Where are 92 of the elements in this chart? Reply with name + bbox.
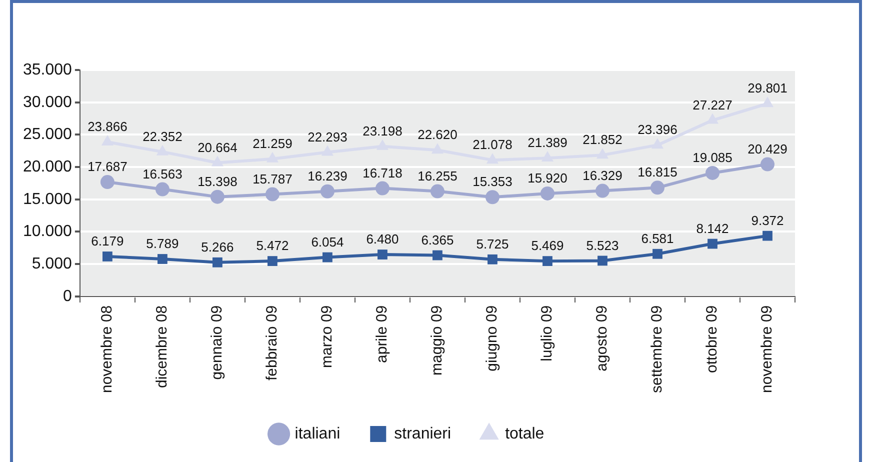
data-label: 6.480 [366,232,399,247]
data-label: 17.687 [88,159,128,174]
point [320,184,334,198]
point [432,250,442,260]
data-label: 5.266 [201,239,234,254]
point [650,180,664,195]
data-label: 21.078 [472,137,512,152]
data-label: 22.620 [418,127,458,142]
point [375,181,390,196]
legend-label: totale [505,425,544,442]
y-tick-label: 25.000 [23,126,72,144]
point [760,157,774,172]
data-label: 19.085 [692,150,732,166]
data-label: 20.429 [748,141,788,156]
point [595,184,610,198]
x-tick-label: settembre 09 [648,305,666,393]
y-tick-label: 5.000 [32,256,72,273]
data-label: 9.372 [751,212,784,228]
y-tick-label: 20.000 [23,158,72,176]
point [322,252,332,262]
x-tick-label: agosto 09 [594,305,611,372]
point [268,256,278,266]
data-label: 22.293 [308,129,348,144]
data-label: 23.198 [362,123,402,138]
point [101,135,114,146]
x-tick-label: luglio 09 [538,305,556,362]
point [762,230,772,241]
point [761,96,774,108]
point [211,156,224,166]
legend-label: stranieri [394,425,452,442]
data-label: 16.815 [638,164,678,180]
y-tick-label: 0 [63,288,72,305]
point [540,186,554,200]
data-label: 23.396 [638,122,678,138]
data-label: 15.398 [198,174,238,189]
data-label: 16.329 [582,168,622,183]
data-label: 5.469 [531,238,564,254]
point [155,182,170,196]
data-label: 20.664 [198,140,238,155]
y-tick-label: 30.000 [23,94,72,111]
data-label: 6.054 [311,234,344,250]
data-label: 21.389 [528,135,568,150]
point [157,254,168,264]
x-tick-label: gennaio 09 [208,305,226,380]
data-label: 5.472 [256,238,289,254]
point [212,257,222,268]
data-label: 15.787 [252,171,292,186]
data-label: 6.581 [641,230,674,246]
data-label: 15.353 [472,174,512,190]
data-label: 5.789 [146,236,179,252]
y-tick-label: 15.000 [23,190,72,208]
data-label: 23.866 [88,119,128,134]
point [102,252,112,262]
point [705,166,720,180]
data-label: 6.365 [421,232,454,248]
point [378,250,388,260]
y-tick-label: 35.000 [23,61,72,78]
data-label: 15.920 [528,170,568,186]
point [708,238,718,249]
data-label: 22.352 [142,128,182,144]
x-tick-label: ottobre 09 [704,305,721,374]
data-label: 21.259 [252,136,292,151]
x-tick-label: dicembre 08 [154,305,171,388]
x-tick-label: marzo 09 [318,305,336,368]
point [598,256,608,266]
point [542,256,552,266]
data-label: 16.563 [142,166,182,182]
point [430,184,444,198]
data-label: 6.179 [91,234,124,249]
point [210,190,224,204]
point [100,175,114,190]
data-label: 8.142 [696,220,729,236]
x-tick-label: novembre 08 [98,305,116,394]
x-tick-label: giugno 09 [484,305,501,372]
data-label: 27.227 [692,97,732,112]
legend-label: italiani [294,425,340,442]
point [488,254,498,264]
data-label: 16.718 [362,165,402,180]
point [652,248,662,259]
y-tick-label: 10.000 [23,223,72,240]
data-label: 5.725 [476,236,509,252]
data-label: 5.523 [586,238,619,253]
x-tick-label: novembre 09 [758,305,776,394]
point [485,190,500,204]
point [265,187,280,202]
data-label: 29.801 [748,80,788,96]
x-tick-label: maggio 09 [428,305,446,376]
data-label: 16.239 [308,168,348,184]
x-tick-label: aprile 09 [374,305,391,363]
data-label: 21.852 [582,132,622,148]
x-tick-label: febbraio 09 [264,305,281,381]
data-label: 16.255 [418,168,458,184]
